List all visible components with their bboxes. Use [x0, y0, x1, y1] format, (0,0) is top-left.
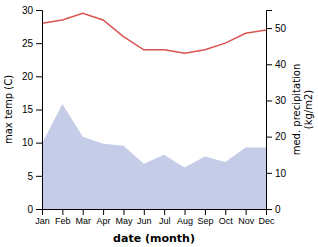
tick: 10: [22, 137, 42, 148]
tick: Dec: [258, 209, 275, 226]
tick-label: 40: [275, 59, 287, 70]
plot: JanFebMarAprMayJunJulAugSepOctNovDec0510…: [22, 5, 287, 227]
tick-mark: [36, 10, 42, 11]
tick: Feb: [55, 209, 71, 226]
tick-label: Apr: [97, 216, 111, 226]
tick-label: 50: [275, 23, 287, 34]
tick: Jul: [159, 209, 171, 226]
tick-label: 10: [275, 168, 287, 179]
tick-mark: [205, 209, 206, 215]
tick-label: 15: [22, 104, 34, 115]
axis-line: [43, 210, 267, 216]
x-axis-title: date (month): [113, 232, 195, 245]
tick: May: [115, 209, 133, 226]
tick: Nov: [238, 209, 255, 226]
tick-mark: [36, 176, 42, 177]
y2-axis: 0 10 20 30 40 50: [266, 11, 287, 215]
tick: 0: [27, 204, 42, 215]
tick-label: 30: [275, 95, 287, 106]
tick-mark: [266, 137, 272, 138]
tick: 20: [22, 71, 42, 82]
tick-label: 20: [22, 71, 34, 82]
tick-label: 5: [27, 171, 33, 182]
y-axis: 0 5 10 15 20 25 30: [22, 5, 43, 215]
chart: JanFebMarAprMayJunJulAugSepOctNovDec0510…: [0, 0, 318, 247]
tick-mark: [103, 209, 104, 215]
tick: Apr: [97, 209, 111, 226]
tick: 0: [266, 204, 281, 215]
tick: 5: [27, 171, 42, 182]
tick-label: May: [115, 216, 133, 226]
tick-mark: [144, 209, 145, 215]
y2-axis-title-line: med. precipitation: [291, 64, 302, 156]
tick: 50: [266, 23, 287, 34]
tick-label: 20: [275, 131, 287, 142]
tick-mark: [246, 209, 247, 215]
tick-mark: [36, 43, 42, 44]
tick: 30: [22, 5, 42, 16]
precip-area: [42, 104, 266, 209]
temp-line: [42, 13, 266, 53]
tick-mark: [36, 209, 42, 210]
tick-mark: [83, 209, 84, 215]
marks: [42, 13, 266, 209]
tick: 10: [266, 168, 287, 179]
tick-mark: [62, 209, 63, 215]
tick-mark: [266, 173, 272, 174]
tick-label: Oct: [219, 216, 234, 226]
tick-label: Jul: [159, 216, 171, 226]
tick-label: Feb: [55, 216, 71, 226]
axis-line: [36, 11, 43, 210]
tick-label: Nov: [238, 216, 255, 226]
tick: 30: [266, 95, 287, 106]
tick-mark: [266, 100, 272, 101]
tick-label: 25: [22, 38, 34, 49]
tick-label: Sep: [197, 216, 213, 226]
axis-line: [267, 11, 273, 210]
tick-label: 0: [27, 204, 33, 215]
tick: 40: [266, 59, 287, 70]
tick-label: 10: [22, 137, 34, 148]
tick: Sep: [197, 209, 213, 226]
tick-mark: [36, 110, 42, 111]
x-axis: Jan Feb Mar Apr May Jun Jul Aug Sep Oct NovDec: [35, 209, 275, 226]
tick-label: Aug: [177, 216, 193, 226]
tick-label: Jan: [35, 216, 50, 226]
tick-mark: [185, 209, 186, 215]
tick: Mar: [75, 209, 91, 226]
tick-label: 30: [22, 5, 34, 16]
tick: Jan: [35, 209, 50, 226]
y-axis-title: max temp (C): [3, 75, 14, 144]
tick-mark: [266, 209, 272, 210]
tick: Jun: [137, 209, 152, 226]
tick: Aug: [177, 209, 193, 226]
tick-mark: [36, 143, 42, 144]
tick-label: Dec: [258, 216, 275, 226]
tick-mark: [266, 64, 272, 65]
tick-mark: [36, 76, 42, 77]
tick-label: Mar: [75, 216, 91, 226]
tick-mark: [123, 209, 124, 215]
tick-mark: [225, 209, 226, 215]
tick: 20: [266, 131, 287, 142]
tick: 15: [22, 104, 42, 115]
tick-mark: [164, 209, 165, 215]
tick-mark: [266, 28, 272, 29]
tick-label: Jun: [137, 216, 152, 226]
tick-label: 0: [275, 204, 281, 215]
tick: 25: [22, 38, 42, 49]
y2-axis-title-line: (kg/m2): [303, 90, 314, 130]
tick: Oct: [219, 209, 234, 226]
y2-axis-title: med. precipitation(kg/m2): [291, 64, 314, 156]
